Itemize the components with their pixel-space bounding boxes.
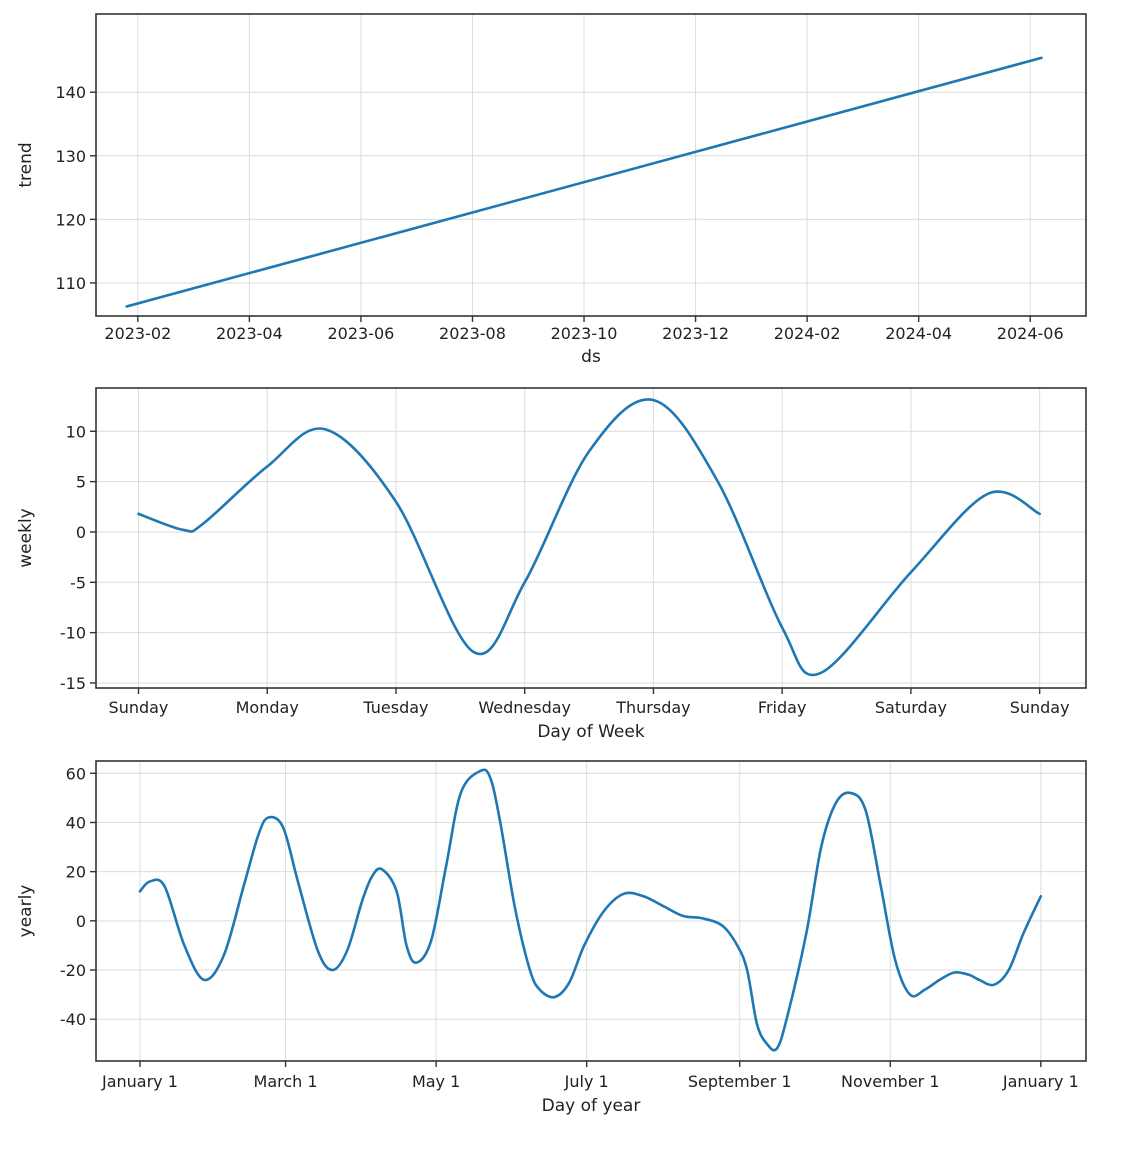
y-tick-label: 5 — [76, 473, 86, 492]
y-tick-label: -10 — [60, 624, 86, 643]
x-tick-label: Saturday — [875, 698, 947, 717]
y-tick-label: 120 — [55, 210, 86, 229]
x-tick-label: July 1 — [564, 1072, 609, 1091]
y-axis-label: trend — [16, 142, 36, 187]
plot-frame — [95, 387, 1087, 689]
x-tick-label: January 1 — [1002, 1072, 1079, 1091]
x-tick-label: May 1 — [412, 1072, 460, 1091]
x-tick-label: 2023-10 — [551, 324, 618, 343]
trend-series-line — [125, 56, 1043, 308]
x-tick-label: September 1 — [688, 1072, 792, 1091]
x-tick-label: 2023-02 — [104, 324, 171, 343]
x-axis-label: Day of year — [542, 1096, 641, 1116]
x-tick-label: 2023-08 — [439, 324, 506, 343]
y-tick-label: 0 — [76, 523, 86, 542]
x-tick-label: 2024-02 — [774, 324, 841, 343]
y-tick-label: -40 — [60, 1010, 86, 1029]
yearly-series-line — [138, 768, 1043, 1052]
y-tick-label: -20 — [60, 961, 86, 980]
y-tick-label: 130 — [55, 147, 86, 166]
y-tick-label: 20 — [66, 863, 86, 882]
x-tick-label: 2023-12 — [662, 324, 729, 343]
weekly-series-line — [137, 398, 1041, 677]
weekly-panel: Sunday Monday Tuesday Wednesday Thursday Frid… — [16, 387, 1087, 742]
x-tick-label: March 1 — [254, 1072, 318, 1091]
y-tick-label: 10 — [66, 422, 86, 441]
x-tick-label: 2023-04 — [216, 324, 283, 343]
x-axis-label: ds — [581, 347, 601, 367]
y-tick-label: 60 — [66, 764, 86, 783]
trend-panel: 2023-02 2023-04 2023-06 2023-08 2023-10 2023-… — [16, 13, 1087, 367]
x-tick-label: 2024-06 — [997, 324, 1064, 343]
x-tick-label: Friday — [758, 698, 807, 717]
y-tick-label: 40 — [66, 813, 86, 832]
x-tick-label: Sunday — [109, 698, 169, 717]
x-tick-label: 2023-06 — [327, 324, 394, 343]
x-tick-label: Sunday — [1010, 698, 1070, 717]
x-axis-label: Day of Week — [537, 722, 644, 742]
y-tick-label: -15 — [60, 674, 86, 693]
yearly-panel: January 1 March 1 May 1 July 1 September 1 No… — [16, 760, 1087, 1116]
x-tick-label: Monday — [236, 698, 299, 717]
y-tick-label: 110 — [55, 274, 86, 293]
x-tick-label: Wednesday — [478, 698, 571, 717]
x-tick-label: January 1 — [101, 1072, 178, 1091]
y-tick-label: -5 — [70, 573, 86, 592]
y-tick-label: 0 — [76, 912, 86, 931]
x-tick-label: 2024-04 — [885, 324, 952, 343]
plot-frame — [95, 13, 1087, 317]
y-axis-label: yearly — [16, 885, 36, 938]
plot-frame — [95, 760, 1087, 1062]
x-tick-label: Thursday — [615, 698, 690, 717]
x-tick-label: November 1 — [841, 1072, 940, 1091]
x-tick-label: Tuesday — [362, 698, 428, 717]
y-axis-label: weekly — [16, 508, 36, 567]
y-tick-label: 140 — [55, 83, 86, 102]
